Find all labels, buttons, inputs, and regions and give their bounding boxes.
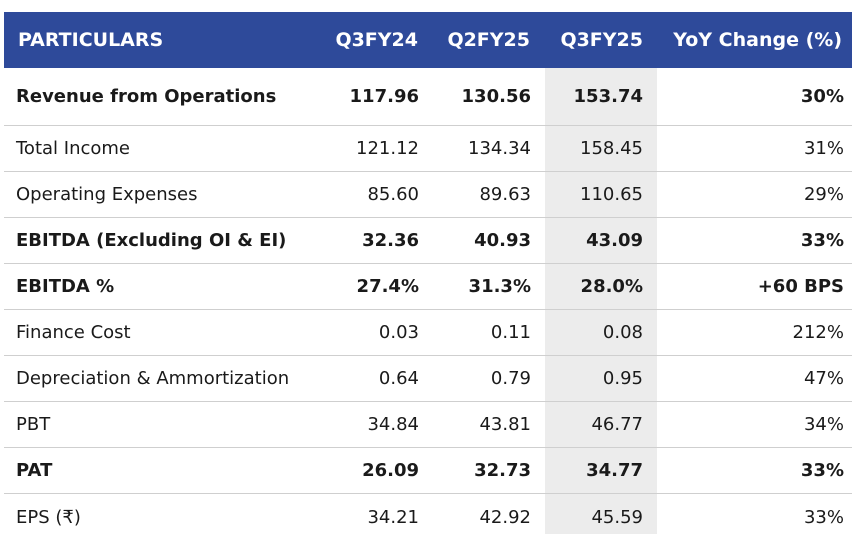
cell-q2fy25: 43.81 xyxy=(479,414,531,435)
cell-q3fy25: 45.59 xyxy=(591,506,643,528)
cell-q3fy25: 0.95 xyxy=(602,368,643,389)
cell-q2fy25: 0.11 xyxy=(490,322,531,343)
cell-yoy: 30% xyxy=(800,86,844,107)
table-header-row: PARTICULARS Q3FY24 Q2FY25 Q3FY25 YoY Cha… xyxy=(4,12,852,68)
cell-q2fy25: 31.3% xyxy=(468,276,531,297)
cell-q2fy25: 89.63 xyxy=(479,184,531,205)
header-yoy-change: YoY Change (%) xyxy=(673,29,842,51)
cell-q2fy25: 42.92 xyxy=(479,506,531,528)
table-row-ebitda: EBITDA (Excluding OI & EI) 32.36 40.93 4… xyxy=(4,218,852,264)
table-row-finance-cost: Finance Cost 0.03 0.11 0.08 212% xyxy=(4,310,852,356)
cell-q2fy25: 130.56 xyxy=(461,86,531,107)
cell-yoy: +60 BPS xyxy=(757,276,844,297)
cell-q2fy25: 32.73 xyxy=(474,460,531,481)
cell-q3fy24: 117.96 xyxy=(349,86,419,107)
row-label: PAT xyxy=(16,460,53,481)
table-row-total-income: Total Income 121.12 134.34 158.45 31% xyxy=(4,126,852,172)
cell-q2fy25: 40.93 xyxy=(474,230,531,251)
cell-yoy: 33% xyxy=(800,460,844,481)
cell-q3fy24: 34.21 xyxy=(367,506,419,528)
table-row-pbt: PBT 34.84 43.81 46.77 34% xyxy=(4,402,852,448)
header-q3fy24: Q3FY24 xyxy=(335,29,418,51)
cell-q3fy24: 32.36 xyxy=(362,230,419,251)
table-row-operating-expenses: Operating Expenses 85.60 89.63 110.65 29… xyxy=(4,172,852,218)
cell-q3fy25: 153.74 xyxy=(573,86,643,107)
cell-yoy: 29% xyxy=(803,184,844,205)
cell-q3fy25: 28.0% xyxy=(580,276,643,297)
cell-q3fy24: 0.64 xyxy=(378,368,419,389)
table-row-depreciation: Depreciation & Ammortization 0.64 0.79 0… xyxy=(4,356,852,402)
row-label: Operating Expenses xyxy=(16,184,198,205)
cell-q3fy24: 27.4% xyxy=(356,276,419,297)
header-particulars: PARTICULARS xyxy=(18,29,164,51)
row-label: EBITDA (Excluding OI & EI) xyxy=(16,230,287,251)
cell-q3fy24: 0.03 xyxy=(378,322,419,343)
row-label: Depreciation & Ammortization xyxy=(16,368,290,389)
table-row-ebitda-percent: EBITDA % 27.4% 31.3% 28.0% +60 BPS xyxy=(4,264,852,310)
row-label: PBT xyxy=(16,414,51,435)
financial-results-table: PARTICULARS Q3FY24 Q2FY25 Q3FY25 YoY Cha… xyxy=(4,12,852,540)
cell-q3fy25: 0.08 xyxy=(602,322,643,343)
highlighted-column-q3fy25 xyxy=(545,68,657,534)
row-label: Finance Cost xyxy=(16,322,131,343)
header-q3fy25: Q3FY25 xyxy=(560,29,643,51)
cell-yoy: 31% xyxy=(803,138,844,159)
cell-yoy: 212% xyxy=(792,322,844,343)
table-row-eps: EPS (₹) 34.21 42.92 45.59 33% xyxy=(4,494,852,540)
header-q2fy25: Q2FY25 xyxy=(447,29,530,51)
cell-q3fy25: 158.45 xyxy=(580,138,643,159)
cell-q2fy25: 134.34 xyxy=(468,138,531,159)
row-label: EBITDA % xyxy=(16,276,115,297)
cell-q3fy25: 43.09 xyxy=(586,230,643,251)
row-label: Revenue from Operations xyxy=(16,86,277,107)
cell-q3fy24: 34.84 xyxy=(367,414,419,435)
cell-q3fy25: 110.65 xyxy=(580,184,643,205)
cell-q2fy25: 0.79 xyxy=(490,368,531,389)
cell-yoy: 34% xyxy=(803,414,844,435)
cell-q3fy24: 85.60 xyxy=(367,184,419,205)
cell-yoy: 33% xyxy=(803,506,844,528)
table-row-revenue-from-operations: Revenue from Operations 117.96 130.56 15… xyxy=(4,68,852,126)
cell-q3fy25: 34.77 xyxy=(586,460,643,481)
cell-yoy: 33% xyxy=(800,230,844,251)
table-row-pat: PAT 26.09 32.73 34.77 33% xyxy=(4,448,852,494)
cell-yoy: 47% xyxy=(803,368,844,389)
row-label: EPS (₹) xyxy=(16,506,81,528)
cell-q3fy24: 121.12 xyxy=(356,138,419,159)
row-label: Total Income xyxy=(16,138,130,159)
cell-q3fy25: 46.77 xyxy=(591,414,643,435)
cell-q3fy24: 26.09 xyxy=(362,460,419,481)
